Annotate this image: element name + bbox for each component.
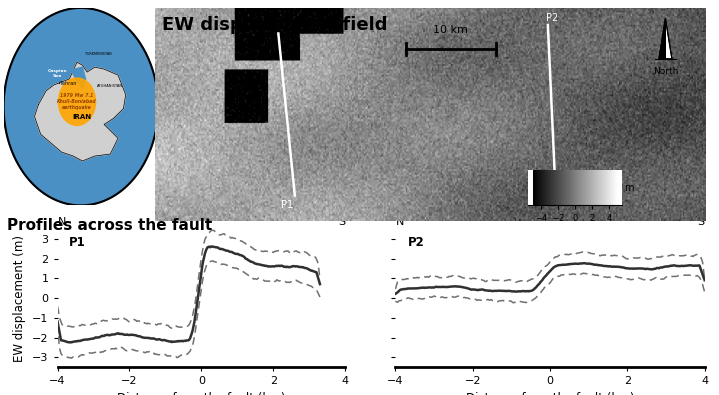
Text: 10 km: 10 km [434, 25, 468, 35]
Text: S: S [338, 217, 345, 227]
Text: P2: P2 [546, 13, 558, 23]
Polygon shape [665, 19, 672, 59]
Text: North: North [653, 67, 678, 75]
Text: m: m [625, 182, 634, 193]
Polygon shape [35, 62, 126, 161]
Text: S: S [697, 217, 705, 227]
Text: P1: P1 [69, 236, 86, 249]
Text: EW displacement field: EW displacement field [162, 16, 388, 34]
Circle shape [58, 78, 96, 126]
Text: Profiles across the fault: Profiles across the fault [7, 218, 212, 233]
Text: TURKMENISTAN: TURKMENISTAN [85, 52, 111, 56]
Text: IRAN: IRAN [73, 113, 92, 120]
Polygon shape [72, 67, 86, 89]
X-axis label: Distance from the fault (km): Distance from the fault (km) [117, 392, 285, 395]
Y-axis label: EW displacement (m): EW displacement (m) [14, 235, 27, 362]
Text: Caspian
Sea: Caspian Sea [48, 70, 68, 78]
Text: AFGHANISTAN: AFGHANISTAN [97, 84, 124, 88]
Polygon shape [4, 8, 158, 205]
Text: P1: P1 [280, 200, 293, 211]
Text: 1979 Mw 7.1
Khuli-Boniabad
earthquake: 1979 Mw 7.1 Khuli-Boniabad earthquake [58, 93, 97, 110]
Text: P2: P2 [408, 236, 424, 249]
X-axis label: Distance from the fault (km): Distance from the fault (km) [466, 392, 634, 395]
Text: N: N [395, 217, 404, 227]
Text: •Tehran: •Tehran [58, 81, 77, 86]
Polygon shape [659, 19, 665, 59]
Text: N: N [58, 217, 66, 227]
